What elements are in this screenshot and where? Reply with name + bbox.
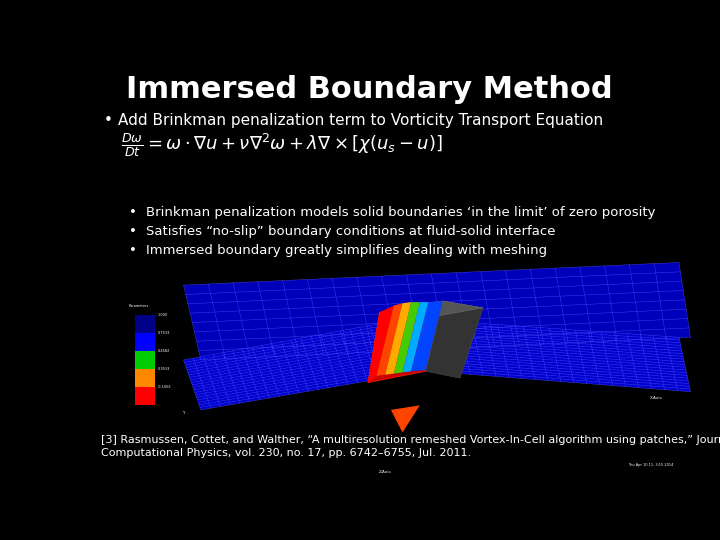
Text: Z-Axis: Z-Axis [379,470,392,474]
Polygon shape [135,333,155,351]
Text: [3] Rasmussen, Cottet, and Walther, “A multiresolution remeshed Vortex-In-Cell a: [3] Rasmussen, Cottet, and Walther, “A m… [101,435,720,458]
Polygon shape [184,323,397,410]
Polygon shape [411,301,443,372]
Text: •: • [104,113,113,127]
Polygon shape [402,302,428,373]
Polygon shape [394,302,420,374]
Polygon shape [368,301,443,383]
Text: •: • [129,244,137,256]
Text: X-Axis: X-Axis [649,395,662,400]
Text: Immersed boundary greatly simplifies dealing with meshing: Immersed boundary greatly simplifies dea… [145,244,547,256]
Text: 0.3533: 0.3533 [158,367,170,371]
Polygon shape [135,351,155,369]
Text: 1.000: 1.000 [158,313,168,316]
Text: Y: Y [182,411,185,415]
Text: $\frac{D\omega}{Dt} = \omega \cdot \nabla u + \nu\nabla^2\omega + \lambda\nabla : $\frac{D\omega}{Dt} = \omega \cdot \nabl… [121,131,443,159]
Text: Parameters: Parameters [129,304,149,308]
Polygon shape [420,319,690,392]
Text: Thu Apr 10 11: 3:15 2014: Thu Apr 10 11: 3:15 2014 [628,463,673,467]
Polygon shape [385,302,411,375]
Text: 0.4582: 0.4582 [158,349,170,353]
Text: Brinkman penalization models solid boundaries ‘in the limit’ of zero porosity: Brinkman penalization models solid bound… [145,206,655,219]
Polygon shape [135,387,155,406]
Text: Add Brinkman penalization term to Vorticity Transport Equation: Add Brinkman penalization term to Vortic… [118,113,603,127]
Polygon shape [379,301,483,319]
Polygon shape [426,301,483,378]
Polygon shape [368,306,394,383]
Polygon shape [184,262,690,360]
Text: Satisfies “no-slip” boundary conditions at fluid-solid interface: Satisfies “no-slip” boundary conditions … [145,225,555,238]
Polygon shape [135,315,155,333]
Polygon shape [377,303,402,376]
Polygon shape [391,406,420,433]
Text: Immersed Boundary Method: Immersed Boundary Method [126,75,612,104]
Text: 0.7533: 0.7533 [158,330,170,335]
Text: •: • [129,225,137,238]
Text: •: • [129,206,137,219]
Text: -0.1002: -0.1002 [158,385,171,389]
Polygon shape [135,369,155,387]
